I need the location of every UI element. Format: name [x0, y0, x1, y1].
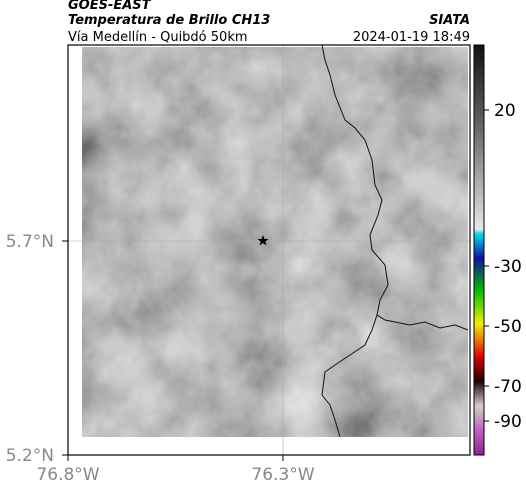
- colorbar-label: 20: [494, 101, 516, 121]
- map-frame: [67, 44, 471, 456]
- lon-label: 76.3°W: [251, 465, 314, 485]
- lat-label: 5.2°N: [6, 446, 54, 466]
- colorbar: [473, 44, 485, 456]
- colorbar-label: -30: [494, 257, 522, 277]
- location: Vía Medellín - Quibdó 50km: [68, 30, 248, 45]
- colorbar-label: -70: [494, 377, 522, 397]
- colorbar-label: -50: [494, 317, 522, 337]
- colorbar-label: -90: [494, 412, 522, 432]
- satellite: GOES-EAST: [68, 0, 152, 13]
- satellite-image: [82, 47, 468, 437]
- datetime: 2024-01-19 18:49: [353, 30, 470, 45]
- lon-label: 76.8°W: [36, 465, 99, 485]
- product: Temperatura de Brillo CH13: [68, 13, 270, 28]
- agency: SIATA: [429, 13, 470, 28]
- lat-label: 5.7°N: [6, 232, 54, 252]
- location-marker: [257, 235, 269, 246]
- boundary-line: [321, 44, 469, 438]
